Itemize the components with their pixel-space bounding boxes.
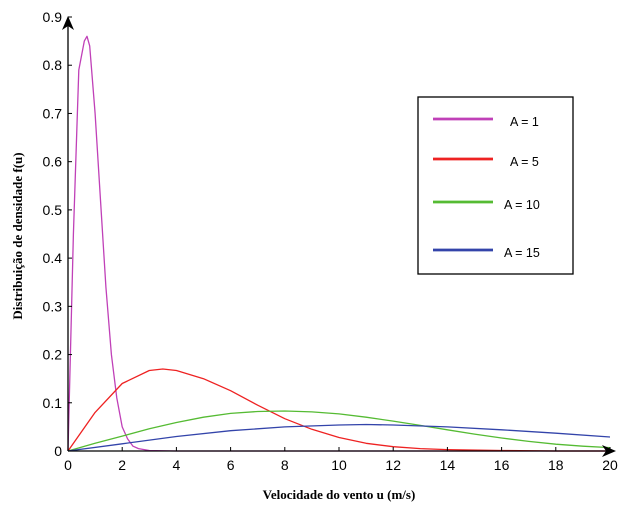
series-line-2 [67, 410, 611, 452]
y-tick-label: 0 [54, 443, 62, 459]
x-tick-label: 16 [494, 457, 510, 473]
y-tick-label: 0.5 [43, 202, 63, 218]
x-tick-label: 4 [173, 457, 181, 473]
x-tick-label: 10 [331, 457, 347, 473]
y-tick-label: 0.6 [43, 154, 63, 170]
series-line-0 [67, 35, 610, 452]
x-tick-label: 12 [385, 457, 401, 473]
series-line-3 [67, 423, 611, 452]
y-tick-label: 0.8 [43, 57, 63, 73]
legend-box [417, 96, 574, 275]
legend-label-1: A = 5 [510, 155, 539, 169]
legend: A = 1 A = 5 A = 10 A = 15 [417, 96, 574, 275]
ticks: 0 2 4 6 8 10 12 14 16 18 20 0 0.1 0.2 0.3 0.4 0.5 0.6 0.7 0… [43, 9, 618, 473]
legend-label-3: A = 15 [504, 246, 540, 260]
x-axis-arrow-icon [602, 445, 616, 457]
x-tick-label: 0 [64, 457, 72, 473]
legend-label-2: A = 10 [504, 198, 540, 212]
x-tick-label: 18 [548, 457, 564, 473]
y-tick-label: 0.2 [43, 347, 63, 363]
y-tick-label: 0.7 [43, 105, 63, 121]
x-axis-title: Velocidade do vento u (m/s) [263, 487, 416, 502]
y-axis-title: Distribuição de densidade f(u) [10, 152, 25, 319]
y-axis-arrow-icon [62, 16, 74, 30]
y-tick-label: 0.1 [43, 395, 63, 411]
series-line-1 [67, 368, 610, 452]
y-tick-label: 0.9 [43, 9, 63, 25]
x-tick-label: 8 [281, 457, 289, 473]
y-tick-label: 0.3 [43, 298, 63, 314]
x-tick-label: 6 [227, 457, 235, 473]
x-tick-label: 2 [118, 457, 126, 473]
legend-label-0: A = 1 [510, 115, 539, 129]
x-tick-label: 14 [440, 457, 456, 473]
x-tick-label: 20 [602, 457, 618, 473]
y-tick-label: 0.4 [43, 250, 63, 266]
